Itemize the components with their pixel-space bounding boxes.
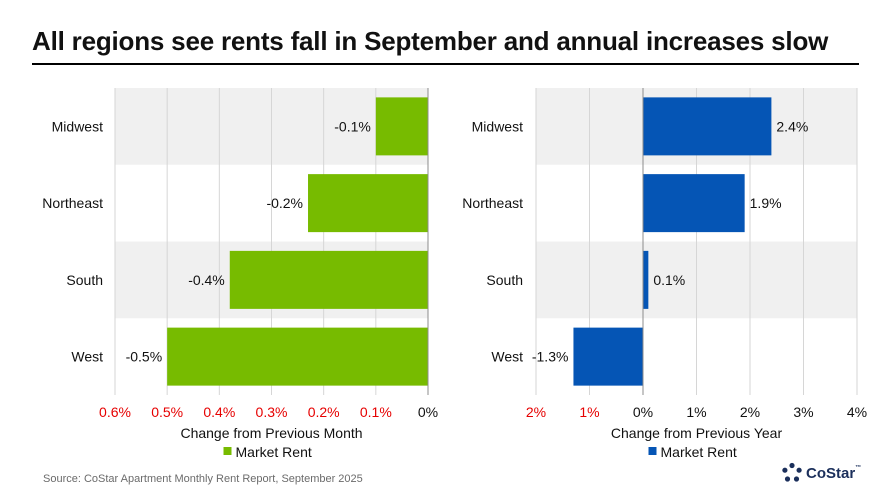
annual-data-label: 1.9% bbox=[750, 195, 782, 211]
monthly-tick-label: 0% bbox=[418, 404, 438, 420]
monthly-data-label: -0.1% bbox=[334, 118, 371, 134]
monthly-tick-label: 0.2% bbox=[308, 404, 340, 420]
title-divider bbox=[32, 63, 859, 65]
monthly-bar-south bbox=[229, 250, 428, 309]
monthly-tick-label: 0.1% bbox=[360, 404, 392, 420]
annual-data-label: 0.1% bbox=[653, 272, 685, 288]
annual-tick-label: 1% bbox=[579, 404, 599, 420]
monthly-bar-northeast bbox=[308, 174, 428, 233]
annual-category-label: Midwest bbox=[472, 118, 523, 134]
chart-title: All regions see rents fall in September … bbox=[32, 26, 829, 56]
annual-data-label: 2.4% bbox=[776, 118, 808, 134]
monthly-tick-label: 0.4% bbox=[203, 404, 235, 420]
annual-legend-label: Market Rent bbox=[661, 444, 737, 460]
annual-tick-label: 0% bbox=[633, 404, 653, 420]
costar-logo: CoStar™ bbox=[781, 462, 861, 484]
annual-axis-title: Change from Previous Year bbox=[611, 425, 783, 441]
monthly-bar-midwest bbox=[375, 97, 428, 156]
costar-star-icon bbox=[782, 462, 802, 482]
monthly-category-label: Midwest bbox=[52, 118, 103, 134]
monthly-tick-label: 0.6% bbox=[99, 404, 131, 420]
monthly-bar-west bbox=[167, 327, 428, 386]
monthly-tick-label: 0.5% bbox=[151, 404, 183, 420]
monthly-axis-title: Change from Previous Month bbox=[180, 425, 362, 441]
monthly-category-label: Northeast bbox=[42, 195, 103, 211]
annual-data-label: -1.3% bbox=[532, 349, 569, 365]
annual-bar-south bbox=[643, 250, 649, 309]
monthly-legend-label: Market Rent bbox=[236, 444, 312, 460]
annual-tick-label: 3% bbox=[793, 404, 813, 420]
annual-bar-midwest bbox=[643, 97, 772, 156]
monthly-legend-swatch bbox=[223, 447, 232, 455]
annual-tick-label: 2% bbox=[526, 404, 546, 420]
monthly-data-label: -0.2% bbox=[266, 195, 303, 211]
monthly-tick-label: 0.3% bbox=[256, 404, 288, 420]
annual-category-label: West bbox=[491, 349, 523, 365]
annual-tick-label: 1% bbox=[686, 404, 706, 420]
annual-category-label: South bbox=[486, 272, 523, 288]
logo-wordmark: CoStar™ bbox=[806, 464, 862, 482]
annual-bar-northeast bbox=[643, 174, 745, 233]
annual-tick-label: 4% bbox=[847, 404, 867, 420]
source-note: Source: CoStar Apartment Monthly Rent Re… bbox=[43, 473, 363, 485]
monthly-data-label: -0.4% bbox=[188, 272, 225, 288]
annual-tick-label: 2% bbox=[740, 404, 760, 420]
monthly-category-label: South bbox=[66, 272, 103, 288]
monthly-data-label: -0.5% bbox=[126, 349, 163, 365]
annual-category-label: Northeast bbox=[462, 195, 523, 211]
annual-bar-west bbox=[573, 327, 643, 386]
annual-legend-swatch bbox=[648, 447, 657, 455]
monthly-category-label: West bbox=[71, 349, 103, 365]
